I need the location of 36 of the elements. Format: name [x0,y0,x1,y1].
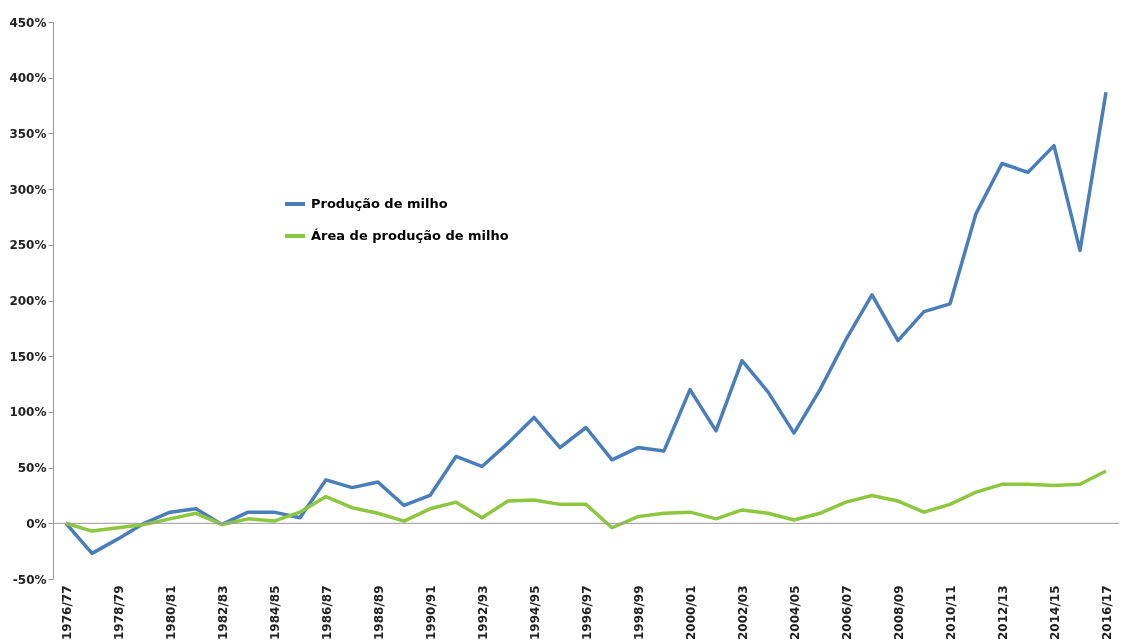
x-tick-label: 2004/05 [787,585,802,640]
x-tick-label: 1988/89 [371,585,386,640]
x-tick-label: 2016/17 [1099,585,1114,640]
x-tick-label: 1992/93 [475,585,490,640]
line-series [64,90,1108,556]
line-series [64,469,1108,533]
x-tick-label: 1984/85 [267,585,282,640]
x-tick-label: 2012/13 [995,585,1010,640]
y-tick-label: 0% [26,516,47,531]
y-tick-label: 50% [17,461,47,476]
x-tick-label: 1998/99 [631,585,646,640]
y-tick-label: 250% [9,238,47,253]
x-tick-label: 1982/83 [215,585,230,640]
y-tick-label: 150% [9,349,47,364]
y-tick-label: 450% [9,15,47,30]
y-tick-label: 300% [9,182,47,197]
y-tick-label: -50% [12,572,47,587]
y-tick-label: 100% [9,405,47,420]
legend-label: Área de produção de milho [311,228,509,243]
x-tick-label: 2000/01 [683,585,698,640]
x-tick-label: 1994/95 [527,585,542,640]
y-tick-label: 350% [9,126,47,141]
legend-label: Produção de milho [311,196,448,211]
x-tick-label: 2002/03 [735,585,750,640]
y-tick-label: 200% [9,294,47,308]
x-tick-label: 1976/77 [59,585,74,640]
x-tick-label: 1980/81 [163,585,178,640]
x-tick-label: 2010/11 [943,585,958,640]
x-tick-label: 1996/97 [579,585,594,640]
x-tick-label: 1986/87 [319,585,334,640]
x-tick-label: 2006/07 [839,585,854,640]
x-tick-label: 2014/15 [1047,585,1062,640]
x-tick-label: 1978/79 [111,585,126,640]
y-tick-label: 400% [9,71,47,86]
x-tick-label: 2008/09 [891,585,906,640]
x-tick-label: 1990/91 [423,585,438,640]
